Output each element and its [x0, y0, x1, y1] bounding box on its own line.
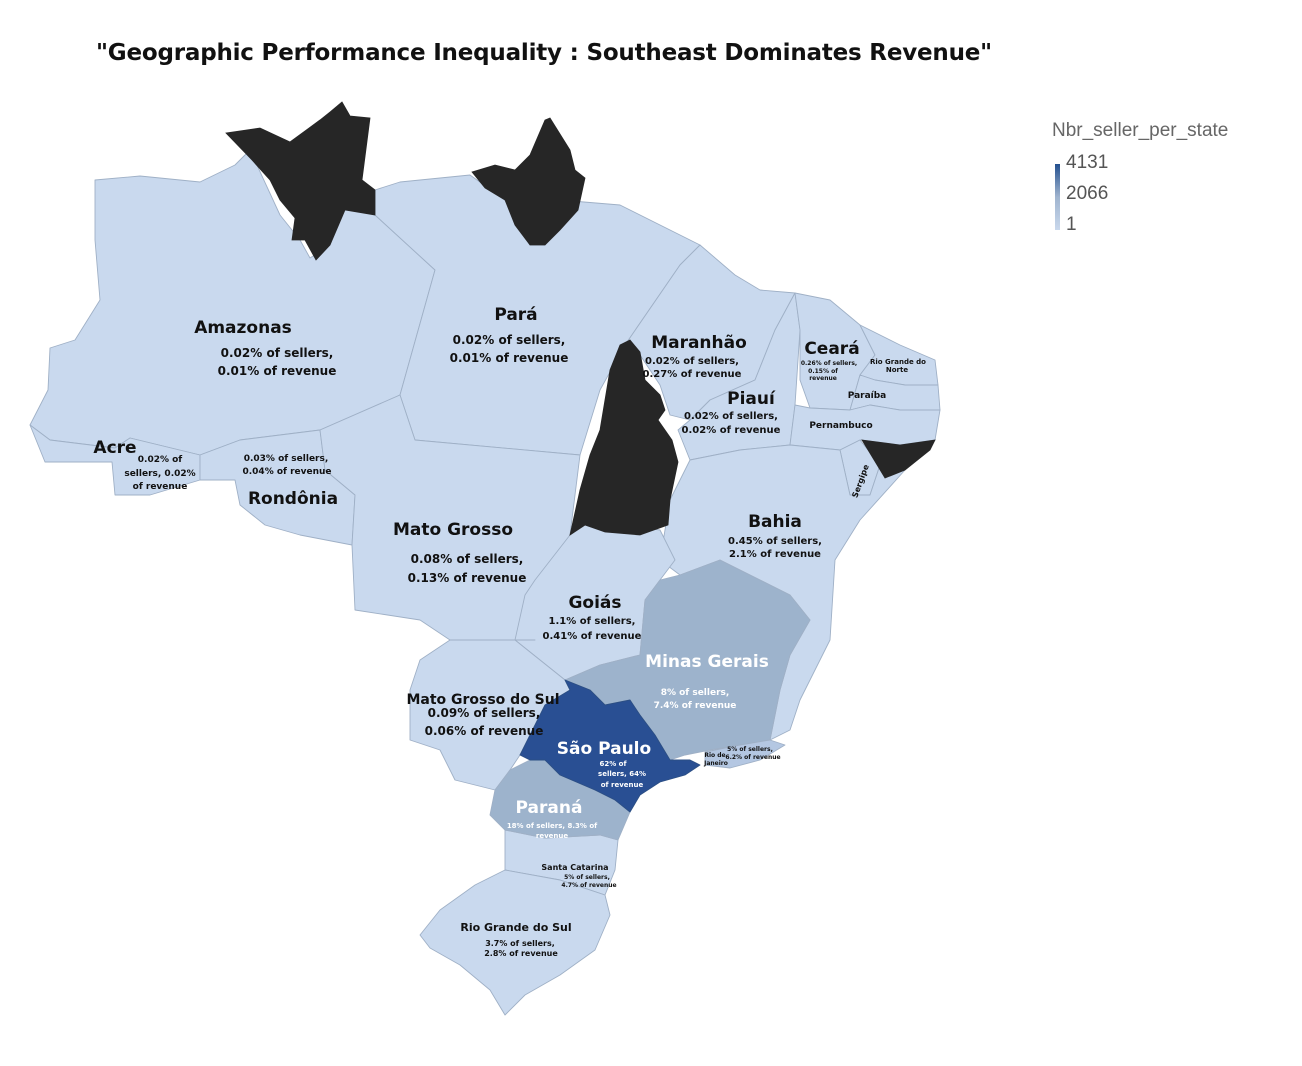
- piaui-sellers: 0.02% of sellers,: [684, 411, 778, 422]
- pernambuco-name: Pernambuco: [809, 421, 872, 431]
- sao-paulo-sellers-2: sellers, 64%: [598, 770, 646, 778]
- rio-grande-do-sul-name: Rio Grande do Sul: [460, 921, 571, 934]
- legend-min: 1: [1066, 214, 1077, 235]
- paraiba-name: Paraíba: [848, 391, 887, 401]
- amazonas-sellers: 0.02% of sellers,: [221, 346, 334, 360]
- piaui-revenue: 0.02% of revenue: [682, 425, 781, 436]
- santa-catarina-revenue: 4.7% of revenue: [561, 882, 616, 889]
- parana-name: Paraná: [516, 798, 583, 818]
- rgn-name-2: Norte: [886, 366, 908, 374]
- acre-name: Acre: [93, 438, 136, 458]
- ceara-name: Ceará: [804, 339, 859, 359]
- goias-name: Goiás: [568, 593, 621, 613]
- color-legend: Nbr_seller_per_state 4131 2066 1: [1052, 120, 1229, 235]
- rio-de-janeiro-name-1: Rio de: [704, 752, 725, 759]
- sao-paulo-revenue: of revenue: [601, 781, 644, 789]
- parana-sellers: 18% of sellers, 8.3% of: [507, 822, 598, 830]
- sao-paulo-name: São Paulo: [557, 739, 651, 759]
- legend-title: Nbr_seller_per_state: [1052, 120, 1229, 141]
- rio-grande-do-sul-revenue: 2.8% of revenue: [484, 949, 558, 958]
- rio-de-janeiro-sellers: 5% of sellers,: [727, 746, 773, 753]
- goias-sellers: 1.1% of sellers,: [549, 616, 636, 627]
- rgn-name-1: Rio Grande do: [870, 358, 926, 366]
- state-sao-paulo[interactable]: [519, 679, 701, 813]
- state-rio-de-janeiro[interactable]: [704, 739, 786, 769]
- state-piaui[interactable]: [677, 292, 801, 461]
- rio-de-janeiro-name-2: Janeiro: [703, 760, 728, 767]
- goias-revenue: 0.41% of revenue: [543, 631, 642, 642]
- rondonia-sellers: 0.03% of sellers,: [244, 454, 329, 464]
- para-revenue: 0.01% of revenue: [450, 351, 569, 365]
- state-tocantins[interactable]: [569, 339, 679, 536]
- minas-gerais-name: Minas Gerais: [645, 652, 769, 672]
- sao-paulo-sellers: 62% of: [599, 760, 627, 768]
- ceara-revenue: 0.15% of: [808, 368, 838, 375]
- rio-de-janeiro-revenue: 6.2% of revenue: [725, 754, 780, 761]
- parana-revenue: revenue: [536, 832, 568, 840]
- acre-sellers-2: sellers, 0.02%: [124, 469, 195, 479]
- legend-max: 4131: [1066, 152, 1109, 173]
- maranhao-name: Maranhão: [651, 333, 747, 353]
- state-rio-grande-do-sul[interactable]: [419, 869, 611, 1016]
- amazonas-name: Amazonas: [194, 318, 292, 338]
- ceara-revenue-2: revenue: [809, 375, 837, 382]
- maranhao-revenue: 0.27% of revenue: [643, 369, 742, 380]
- minas-gerais-sellers: 8% of sellers,: [661, 688, 730, 698]
- para-name: Pará: [494, 305, 537, 325]
- amazonas-revenue: 0.01% of revenue: [218, 364, 337, 378]
- rondonia-revenue: 0.04% of revenue: [242, 467, 331, 477]
- maranhao-sellers: 0.02% of sellers,: [645, 356, 739, 367]
- legend-color-scale: [1055, 164, 1060, 230]
- santa-catarina-name: Santa Catarina: [541, 863, 608, 872]
- mato-grosso-name: Mato Grosso: [393, 520, 513, 540]
- rio-grande-do-sul-sellers: 3.7% of sellers,: [485, 939, 555, 948]
- para-sellers: 0.02% of sellers,: [453, 333, 566, 347]
- state-amapa[interactable]: [471, 117, 586, 246]
- minas-gerais-revenue: 7.4% of revenue: [654, 701, 737, 711]
- mato-grosso-do-sul-sellers: 0.09% of sellers,: [428, 706, 541, 720]
- state-alagoas[interactable]: [861, 439, 936, 479]
- acre-revenue: of revenue: [133, 482, 188, 492]
- santa-catarina-sellers: 5% of sellers,: [564, 874, 610, 881]
- state-roraima[interactable]: [225, 101, 376, 261]
- legend-mid: 2066: [1066, 183, 1109, 204]
- mato-grosso-do-sul-revenue: 0.06% of revenue: [425, 724, 544, 738]
- bahia-name: Bahia: [748, 512, 802, 532]
- mato-grosso-do-sul-name: Mato Grosso do Sul: [406, 692, 559, 708]
- bahia-sellers: 0.45% of sellers,: [728, 536, 822, 547]
- rondonia-name: Rondônia: [248, 489, 338, 509]
- bahia-revenue: 2.1% of revenue: [729, 549, 821, 560]
- state-rondonia[interactable]: [199, 429, 356, 546]
- piaui-name: Piauí: [727, 389, 776, 409]
- mato-grosso-revenue: 0.13% of revenue: [408, 571, 527, 585]
- map-title: "Geographic Performance Inequality : Sou…: [96, 40, 992, 66]
- acre-sellers: 0.02% of: [138, 455, 183, 465]
- ceara-sellers: 0.26% of sellers,: [801, 360, 857, 367]
- mato-grosso-sellers: 0.08% of sellers,: [411, 552, 524, 566]
